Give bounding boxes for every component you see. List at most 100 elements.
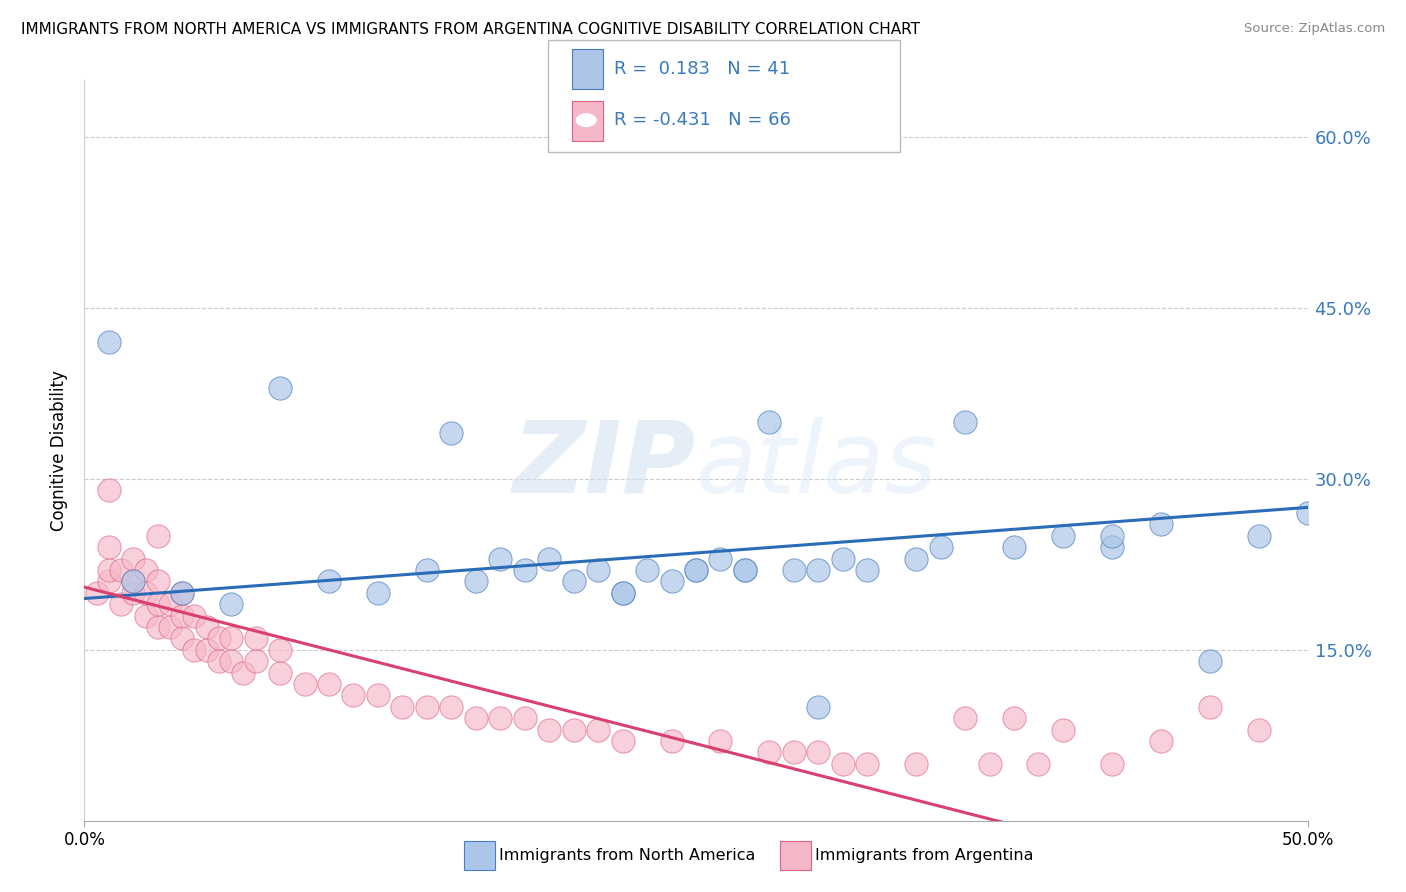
Point <box>219 654 242 668</box>
Point <box>1101 529 1123 543</box>
Point <box>159 620 181 634</box>
Point <box>1150 734 1173 748</box>
Point <box>416 699 439 714</box>
Text: Immigrants from North America: Immigrants from North America <box>499 848 755 863</box>
Point <box>269 665 291 680</box>
Point <box>709 551 731 566</box>
Point <box>1198 654 1220 668</box>
Point <box>464 574 486 589</box>
Point <box>146 620 169 634</box>
Point <box>269 381 291 395</box>
Point <box>1101 756 1123 771</box>
Point <box>586 563 609 577</box>
Point <box>208 654 231 668</box>
Text: ZIP: ZIP <box>513 417 696 514</box>
Point <box>953 711 976 725</box>
Point <box>208 632 231 646</box>
Point <box>122 574 145 589</box>
Point <box>183 642 205 657</box>
Text: IMMIGRANTS FROM NORTH AMERICA VS IMMIGRANTS FROM ARGENTINA COGNITIVE DISABILITY : IMMIGRANTS FROM NORTH AMERICA VS IMMIGRA… <box>21 22 920 37</box>
Point <box>135 563 157 577</box>
Point <box>110 563 132 577</box>
Point <box>440 699 463 714</box>
Point <box>807 745 830 759</box>
Point <box>562 723 585 737</box>
Point <box>146 574 169 589</box>
Point <box>97 541 120 555</box>
Point <box>367 689 389 703</box>
Point <box>734 563 756 577</box>
Point <box>538 551 561 566</box>
Point <box>1296 506 1319 520</box>
Point <box>905 756 928 771</box>
Point <box>172 586 194 600</box>
Point <box>612 586 634 600</box>
Point <box>979 756 1001 771</box>
Point <box>831 756 853 771</box>
Point <box>734 563 756 577</box>
Point <box>1101 541 1123 555</box>
Point <box>1002 711 1025 725</box>
Point <box>97 335 120 350</box>
Point <box>586 723 609 737</box>
Point <box>953 415 976 429</box>
Point <box>110 597 132 611</box>
Point <box>219 597 242 611</box>
Point <box>159 597 181 611</box>
Text: atlas: atlas <box>696 417 938 514</box>
Point <box>342 689 364 703</box>
Point <box>318 677 340 691</box>
Point <box>538 723 561 737</box>
Point <box>146 529 169 543</box>
Point <box>807 699 830 714</box>
Point <box>1198 699 1220 714</box>
Point <box>856 563 879 577</box>
Point <box>172 632 194 646</box>
Point <box>97 563 120 577</box>
Point <box>135 586 157 600</box>
Point <box>831 551 853 566</box>
Point <box>929 541 952 555</box>
Point <box>146 597 169 611</box>
Point <box>905 551 928 566</box>
Point <box>245 632 267 646</box>
Point <box>219 632 242 646</box>
Point <box>636 563 658 577</box>
Point <box>661 574 683 589</box>
Point <box>135 608 157 623</box>
Point <box>172 586 194 600</box>
Point <box>685 563 707 577</box>
Point <box>391 699 413 714</box>
Point <box>513 563 536 577</box>
Point <box>685 563 707 577</box>
Text: R = -0.431   N = 66: R = -0.431 N = 66 <box>614 112 792 129</box>
Point <box>97 483 120 498</box>
Point <box>661 734 683 748</box>
Point <box>562 574 585 589</box>
Point <box>122 551 145 566</box>
Point <box>783 563 806 577</box>
Point <box>758 745 780 759</box>
Point <box>1247 529 1270 543</box>
Point <box>195 642 218 657</box>
Point <box>232 665 254 680</box>
Text: Source: ZipAtlas.com: Source: ZipAtlas.com <box>1244 22 1385 36</box>
Point <box>1150 517 1173 532</box>
Point <box>183 608 205 623</box>
Point <box>367 586 389 600</box>
Point <box>1028 756 1050 771</box>
Point <box>172 608 194 623</box>
Point <box>464 711 486 725</box>
Point <box>783 745 806 759</box>
Y-axis label: Cognitive Disability: Cognitive Disability <box>51 370 69 531</box>
Point <box>245 654 267 668</box>
Point <box>1052 723 1074 737</box>
Point <box>440 426 463 441</box>
Point <box>416 563 439 577</box>
Point <box>318 574 340 589</box>
Point <box>758 415 780 429</box>
Point <box>612 586 634 600</box>
Point <box>807 563 830 577</box>
Point <box>122 574 145 589</box>
Text: Immigrants from Argentina: Immigrants from Argentina <box>815 848 1033 863</box>
